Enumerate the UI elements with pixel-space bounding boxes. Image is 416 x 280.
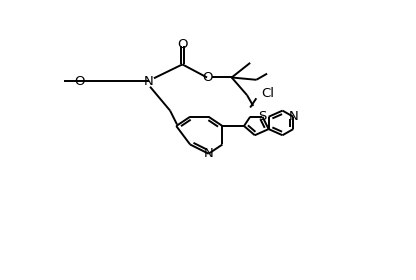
Text: N: N — [288, 110, 298, 123]
Text: N: N — [204, 147, 213, 160]
Text: Cl: Cl — [261, 87, 274, 100]
Text: O: O — [177, 38, 188, 51]
Text: S: S — [258, 110, 267, 123]
Text: O: O — [75, 75, 85, 88]
Text: O: O — [202, 71, 212, 84]
Text: N: N — [144, 75, 154, 88]
